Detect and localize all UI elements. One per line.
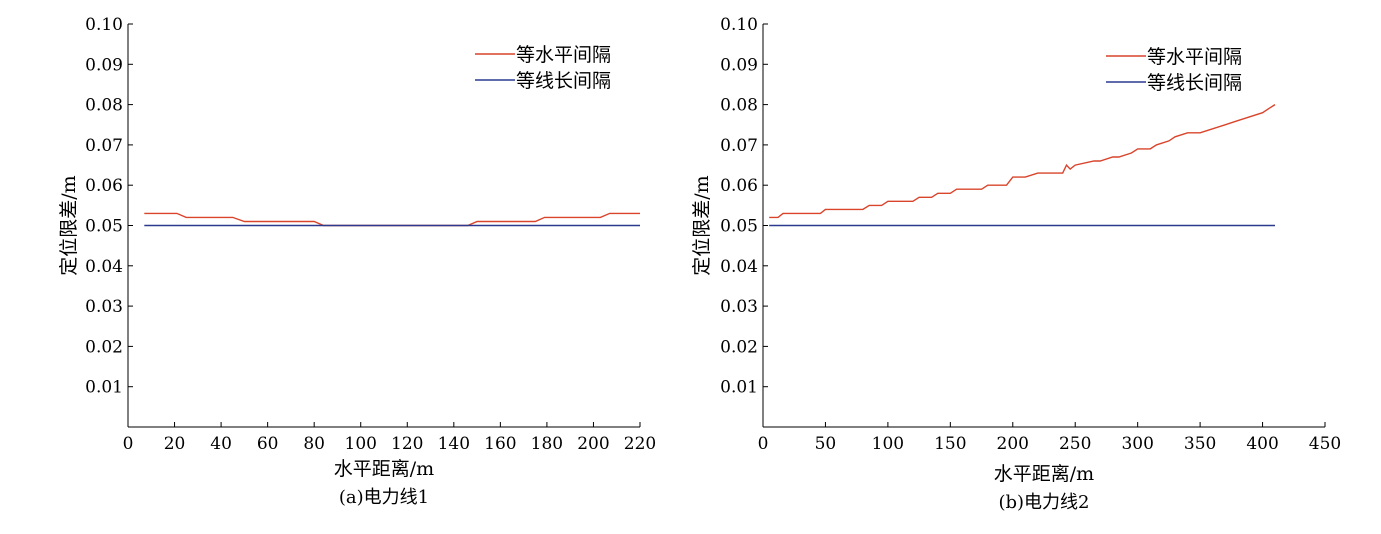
x-tick-label: 200 — [577, 434, 609, 454]
y-tick-label: 0.06 — [85, 176, 123, 196]
x-axis-title: 水平距离/m — [334, 458, 434, 480]
x-tick-label: 450 — [1309, 434, 1341, 454]
x-tick-label: 80 — [303, 434, 325, 454]
chart-caption: (b)电力线2 — [998, 492, 1089, 513]
legend-label: 等线长间隔 — [1147, 72, 1242, 94]
x-tick-label: 250 — [1059, 434, 1091, 454]
y-tick-label: 0.09 — [85, 55, 123, 75]
y-axis-title: 定位限差/m — [58, 175, 80, 275]
y-tick-label: 0.04 — [85, 257, 123, 277]
x-tick-label: 180 — [531, 434, 563, 454]
x-tick-label: 40 — [210, 434, 232, 454]
y-tick-label: 0.03 — [85, 297, 123, 317]
x-tick-label: 350 — [1184, 434, 1216, 454]
x-tick-label: 300 — [1121, 434, 1153, 454]
y-tick-label: 0.08 — [85, 96, 123, 116]
y-tick-label: 0.02 — [720, 337, 758, 357]
y-axis-title: 定位限差/m — [691, 175, 713, 275]
x-tick-label: 0 — [758, 434, 769, 454]
x-tick-label: 220 — [624, 434, 656, 454]
x-tick-label: 100 — [345, 434, 377, 454]
legend-label: 等水平间隔 — [1147, 46, 1242, 68]
legend-label: 等水平间隔 — [516, 44, 611, 66]
x-tick-label: 200 — [997, 434, 1029, 454]
chart-0: 0 20 40 60 80 100 120 140 160 180 200 220 0.01 0.02 0.… — [58, 15, 656, 508]
x-tick-label: 160 — [484, 434, 516, 454]
y-tick-label: 0.01 — [720, 378, 758, 398]
y-tick-label: 0.09 — [720, 55, 758, 75]
x-tick-label: 100 — [872, 434, 904, 454]
y-tick-label: 0.05 — [720, 217, 758, 237]
x-tick-label: 150 — [934, 434, 966, 454]
y-tick-label: 0.08 — [720, 96, 758, 116]
y-tick-label: 0.07 — [85, 136, 123, 156]
y-tick-label: 0.01 — [85, 378, 123, 398]
y-tick-label: 0.07 — [720, 136, 758, 156]
y-tick-label: 0.10 — [85, 15, 123, 35]
x-tick-label: 50 — [815, 434, 837, 454]
y-tick-label: 0.03 — [720, 297, 758, 317]
series-line-0 — [144, 212, 640, 227]
x-tick-label: 60 — [257, 434, 279, 454]
y-tick-label: 0.10 — [720, 15, 758, 35]
chart-1: 0 50 100 150 200 250 300 350 400 450 0.01 0.02 0.03 0… — [691, 15, 1341, 513]
x-tick-label: 20 — [164, 434, 186, 454]
y-tick-label: 0.02 — [85, 337, 123, 357]
x-tick-label: 120 — [391, 434, 423, 454]
y-tick-label: 0.05 — [85, 217, 123, 237]
y-tick-label: 0.04 — [720, 257, 758, 277]
series-line-0 — [769, 104, 1276, 219]
x-tick-label: 0 — [123, 434, 134, 454]
legend-label: 等线长间隔 — [516, 70, 611, 92]
y-tick-label: 0.06 — [720, 176, 758, 196]
x-axis-title: 水平距离/m — [994, 463, 1094, 485]
chart-caption: (a)电力线1 — [339, 487, 429, 508]
x-tick-label: 140 — [438, 434, 470, 454]
x-tick-label: 400 — [1246, 434, 1278, 454]
